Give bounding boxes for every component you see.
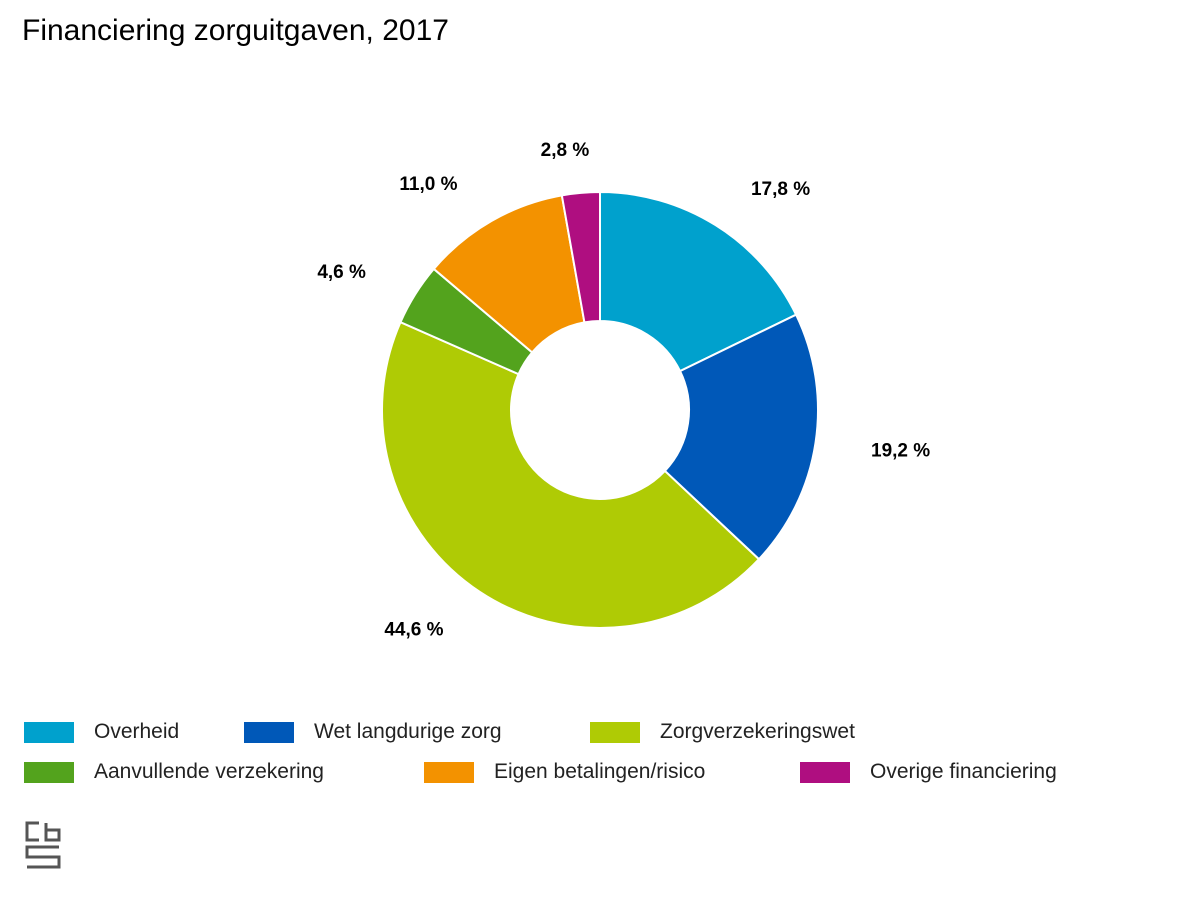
- legend-item-aanvullende-verzekering: Aanvullende verzekering: [24, 756, 324, 788]
- slice-overige-financiering: [560, 190, 601, 324]
- chart-title: Financiering zorguitgaven, 2017: [22, 14, 449, 47]
- legend-label: Wet langdurige zorg: [314, 720, 502, 743]
- slice-overheid: [599, 190, 798, 373]
- legend-item-wet-langdurige-zorg: Wet langdurige zorg: [244, 716, 502, 748]
- legend-swatch: [424, 761, 474, 783]
- legend-label: Eigen betalingen/risico: [494, 760, 706, 783]
- legend-swatch: [24, 761, 74, 783]
- donut-slices: [381, 190, 819, 629]
- legend-label: Overige financiering: [870, 760, 1057, 783]
- slice-wet-langdurige-zorg: [663, 313, 819, 561]
- legend-label: Aanvullende verzekering: [94, 760, 324, 783]
- legend-label: Overheid: [94, 720, 180, 743]
- legend-item-overige-financiering: Overige financiering: [800, 756, 1057, 788]
- data-label-aanvullende-verzekering: 4,6 %: [317, 262, 366, 283]
- data-label-zorgverzekeringswet: 44,6 %: [384, 620, 443, 641]
- data-label-overheid: 17,8 %: [751, 179, 810, 200]
- cbs-logo-icon: [25, 821, 61, 869]
- legend-item-zorgverzekeringswet: Zorgverzekeringswet: [590, 716, 855, 748]
- data-label-wet-langdurige-zorg: 19,2 %: [871, 440, 930, 461]
- donut-chart: 17,8 % 19,2 % 44,6 % 4,6 % 11,0 % 2,8 %: [317, 140, 930, 641]
- slice-zorgverzekeringswet: [381, 320, 761, 629]
- legend-item-overheid: Overheid: [24, 716, 179, 748]
- legend-label: Zorgverzekeringswet: [660, 720, 855, 743]
- legend-swatch: [244, 721, 294, 743]
- legend-swatch: [24, 721, 74, 743]
- legend-item-eigen-betalingen-risico: Eigen betalingen/risico: [424, 756, 705, 788]
- data-label-eigen-betalingen-risico: 11,0 %: [399, 174, 457, 195]
- donut-labels: 17,8 % 19,2 % 44,6 % 4,6 % 11,0 % 2,8 %: [317, 140, 930, 641]
- legend-swatch: [590, 721, 640, 743]
- legend-swatch: [800, 761, 850, 783]
- slice-eigen-betalingen-risico: [432, 194, 586, 354]
- data-label-overige-financiering: 2,8 %: [541, 140, 590, 161]
- chart-legend: Overheid Wet langdurige zorg Zorgverzekeri…: [24, 716, 1184, 796]
